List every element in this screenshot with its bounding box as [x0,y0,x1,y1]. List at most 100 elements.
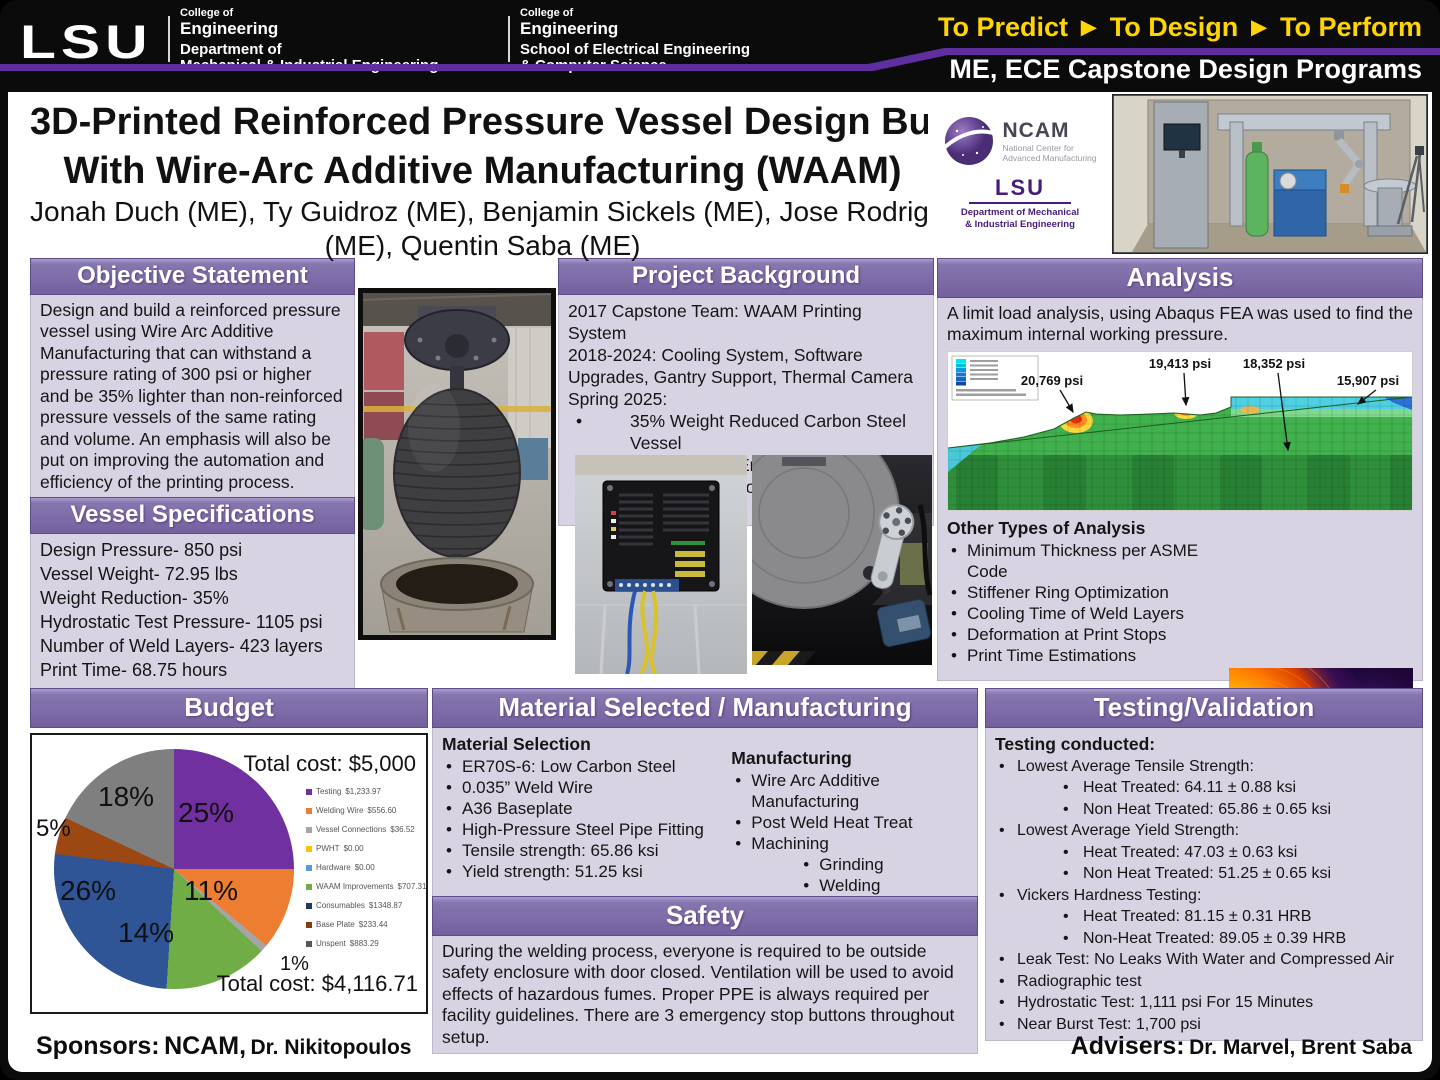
spec-line: Hydrostatic Test Pressure- 1105 psi [40,611,323,632]
spec-line: Number of Weld Layers- 423 layers [40,635,323,656]
banner-divider [168,16,170,62]
legend-swatch [306,902,312,909]
manufacturing-item: Machining [731,833,968,854]
school-ee-label: School of Electrical Engineering [520,41,751,59]
sponsors-strong: NCAM, [164,1032,247,1060]
pie-label-14: 14% [118,917,175,948]
legend-amount: $0.00 [343,844,364,853]
top-banner: LSU College of Engineering Department of… [0,0,1440,92]
other-analysis-bullet: Stiffener Ring Optimization [947,582,1235,603]
poster-title-line2: With Wire-Arc Additive Manufacturing (WA… [63,149,902,192]
legend-amount: $883.29 [349,939,379,948]
testing-section: Testing/Validation Testing conducted: Lo… [985,688,1423,1042]
legend-amount: $233.44 [358,920,388,929]
testing-heading: Testing conducted: [995,734,1156,754]
pie-label-18: 18% [98,781,155,812]
legend-item: Hardware $0.00 [306,863,420,872]
legend-label: Base Plate [316,920,355,929]
machining-subitem: Welding [731,875,968,896]
spec-line: Print Time- 68.75 hours [40,659,228,680]
legend-swatch [306,826,312,833]
material-item: 0.035” Weld Wire [442,777,731,798]
lsu-wordmark-logo: LSU [20,15,153,68]
vessel-print-photo [358,288,556,640]
legend-swatch [306,940,312,947]
legend-swatch [306,864,312,871]
budget-total-top: Total cost: $5,000 [243,751,416,776]
sponsors-footer: Sponsors: NCAM, Dr. Nikitopoulos [36,1032,411,1061]
other-analysis-bullet: Minimum Thickness per ASME Code [947,540,1235,582]
legend-amount: $1,233.97 [345,787,381,796]
banner-divider-2 [508,16,510,62]
testing-body: Testing conducted: Lowest Average Tensil… [985,728,1423,1042]
vessel-specs-header: Vessel Specifications [30,497,355,534]
legend-label: Unspent [316,939,346,948]
testing-line: Heat Treated: 81.15 ± 0.31 HRB [995,906,1413,928]
analysis-header: Analysis [937,258,1423,298]
ncam-text-block: NCAM National Center for Advanced Manufa… [1002,119,1096,164]
legend-amount: $707.31 [397,882,427,891]
waam-cell-cad-image [1112,94,1428,254]
material-section: Material Selected / Manufacturing Materi… [432,688,978,903]
ncam-subtitle-2: Advanced Manufacturing [1002,153,1097,164]
ncam-sphere-icon [944,117,995,166]
fea-label-2: 19,413 psi [1149,356,1211,371]
poster-sheet: 3D-Printed Reinforced Pressure Vessel De… [8,92,1432,1072]
budget-pie [54,749,294,989]
pie-label-25: 25% [178,797,235,828]
fea-label-1: 20,769 psi [1021,373,1083,388]
slogan-text: To Predict ► To Design ► To Perform [938,12,1422,42]
material-selection-column: Material Selection ER70S-6: Low Carbon S… [442,733,731,896]
other-analysis-bullets: Minimum Thickness per ASME CodeStiffener… [947,540,1235,667]
lsu-logo-text: LSU [969,175,1071,205]
objective-body: Design and build a reinforced pressure v… [30,295,355,499]
legend-swatch [306,883,312,890]
machining-subitem: Grinding [731,854,968,875]
legend-amount: $1348.87 [368,901,403,910]
sponsors-names: Dr. Nikitopoulos [250,1036,412,1059]
manufacturing-list: Wire Arc Additive ManufacturingPost Weld… [731,770,968,854]
authors-line2: (ME), Quentin Saba (ME) [324,230,641,262]
program-text: ME, ECE Capstone Design Programs [949,54,1422,84]
analysis-body: A limit load analysis, using Abaqus FEA … [937,298,1423,808]
budget-total-bottom: Total cost: $4,116.71 [216,971,418,996]
college-of-label: College of [180,7,234,19]
legend-amount: $36.52 [390,825,415,834]
analysis-intro: A limit load analysis, using Abaqus FEA … [947,303,1413,345]
legend-amount: $0.00 [354,863,375,872]
college-of-label-2: College of [520,7,574,19]
legend-item: PWHT $0.00 [306,844,420,853]
material-selection-heading: Material Selection [442,734,591,754]
legend-item: Consumables $1348.87 [306,901,420,910]
testing-line: Heat Treated: 47.03 ± 0.63 ksi [995,842,1413,864]
engineering-label-2: Engineering [520,18,619,38]
testing-line: Radiographic test [995,971,1413,993]
budget-header: Budget [30,688,428,728]
manufacturing-item: Wire Arc Additive Manufacturing [731,770,968,812]
legend-label: Vessel Connections [316,825,387,834]
legend-swatch [306,807,312,814]
budget-section: Budget Total cost: $5,000 25% 11% 1% 14%… [30,688,428,1014]
testing-line: Hydrostatic Test: 1,111 psi For 15 Minut… [995,992,1413,1014]
legend-label: Consumables [316,901,365,910]
legend-item: Welding Wire $556.60 [306,806,420,815]
testing-line: Leak Test: No Leaks With Water and Compr… [995,949,1413,971]
project-background-line: 2018-2024: Cooling System, Software Upgr… [568,345,913,388]
legend-label: WAAM Improvements [316,882,394,891]
testing-lines: Lowest Average Tensile Strength:Heat Tre… [995,756,1413,1036]
legend-label: PWHT [316,844,340,853]
project-background-line: Spring 2025: [568,389,668,410]
other-analysis-title: Other Types of Analysis [947,517,1146,538]
testing-line: Lowest Average Tensile Strength: [995,756,1413,778]
objective-text: Design and build a reinforced pressure v… [40,300,343,492]
ncam-subtitle-1: National Center for [1002,142,1074,153]
engineering-label: Engineering [180,18,279,38]
testing-line: Heat Treated: 64.11 ± 0.88 ksi [995,777,1413,799]
material-item: High-Pressure Steel Pipe Fitting [442,819,731,840]
authors-line1: Jonah Duch (ME), Ty Guidroz (ME), Benjam… [30,196,975,228]
legend-item: Testing $1,233.97 [306,787,420,796]
pie-label-5: 5% [36,815,71,842]
fea-label-4: 15,907 psi [1337,373,1399,388]
vessel-specs-body: Design Pressure- 850 psi Vessel Weight- 7… [30,534,355,689]
legend-label: Hardware [316,863,351,872]
